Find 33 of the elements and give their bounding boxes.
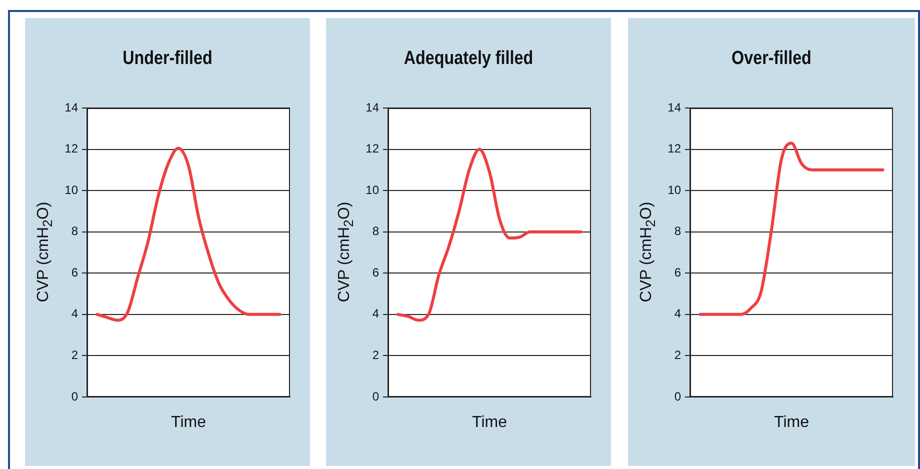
chart-title: Over-filled [730,48,812,70]
chart-title: Adequately filled [402,48,534,70]
y-tick-label: 2 [674,348,682,362]
y-tick-label: 12 [64,142,78,156]
y-tick-label: 6 [372,265,380,280]
y-tick-label: 6 [71,265,78,280]
y-tick-label: 0 [71,389,78,404]
line-series [396,148,582,322]
x-axis-title: Time [472,414,508,431]
y-tick-label: 2 [71,348,78,362]
y-tick-label: 8 [372,224,380,238]
y-tick-label: 14 [64,100,78,114]
y-tick-label: 0 [372,389,380,404]
x-axis-title: Time [171,414,206,431]
y-tick-label: 4 [71,306,78,321]
y-tick-label: 8 [71,224,78,238]
y-tick-label: 14 [366,100,380,114]
y-tick-label: 10 [64,182,78,197]
y-tick-label: 4 [372,306,380,321]
line-series [698,142,884,316]
x-axis-title: Time [774,414,810,431]
y-tick-label: 12 [668,142,682,156]
y-tick-label: 2 [372,348,380,362]
y-tick-label: 8 [674,224,682,238]
y-tick-label: 10 [668,182,682,197]
y-tick-label: 4 [674,306,682,321]
y-tick-label: 10 [366,182,380,197]
y-tick-label: 14 [668,100,682,114]
chart-title: Under-filled [122,48,214,70]
line-series [96,146,282,322]
y-tick-label: 0 [674,389,682,404]
y-tick-label: 6 [674,265,682,280]
y-tick-label: 12 [366,142,380,156]
